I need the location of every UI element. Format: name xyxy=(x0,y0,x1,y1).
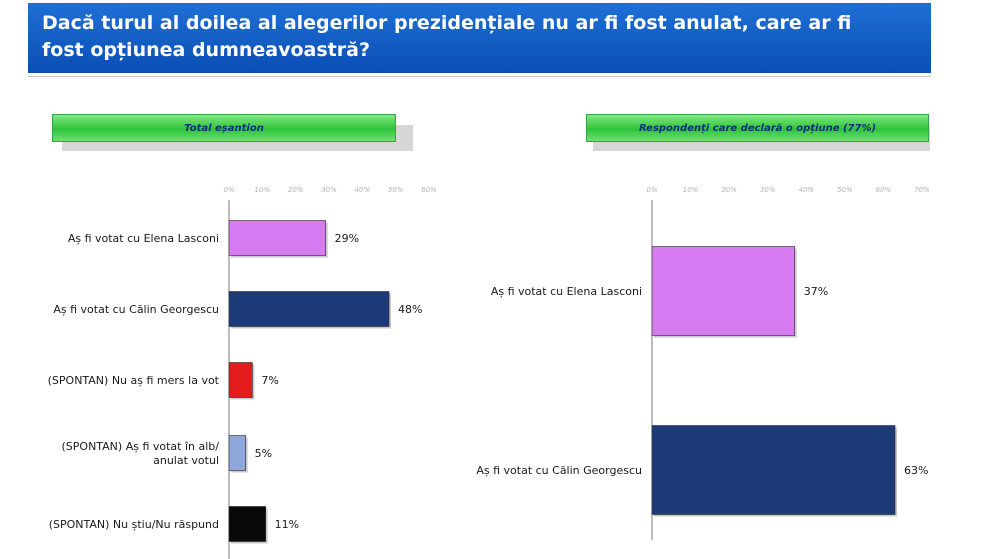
data-label: 37% xyxy=(804,285,828,298)
x-tick-label: 60% xyxy=(421,186,437,194)
x-tick-label: 10% xyxy=(683,186,699,194)
x-tick-label: 30% xyxy=(760,186,776,194)
category-label: anulat votul xyxy=(153,454,219,467)
x-tick-label: 0% xyxy=(646,186,657,194)
x-tick-label: 30% xyxy=(321,186,337,194)
bar xyxy=(228,291,390,327)
page-title-line-2: fost opțiunea dumneavoastră? xyxy=(42,39,370,61)
chart-2: 0% 10% 20% 30% 40% 50% 60% 70% 37% Aș fi votat cu… xyxy=(476,186,930,540)
data-label: 48% xyxy=(398,303,422,316)
header-divider xyxy=(28,76,931,77)
data-label: 63% xyxy=(904,464,928,477)
bar xyxy=(651,425,896,515)
x-tick-label: 0% xyxy=(223,186,234,194)
data-label: 5% xyxy=(255,447,272,460)
data-label: 11% xyxy=(275,518,299,531)
x-tick-label: 40% xyxy=(799,186,815,194)
left-panel-label-text: Total eșantion xyxy=(184,122,264,134)
category-label: Aș fi votat cu Călin Georgescu xyxy=(476,464,642,477)
category-label: Aș fi votat cu Elena Lasconi xyxy=(491,285,642,298)
x-tick-label: 20% xyxy=(721,186,737,194)
x-tick-label: 10% xyxy=(255,186,271,194)
x-tick-label: 70% xyxy=(914,186,930,194)
category-label: (SPONTAN) Nu știu/Nu răspund xyxy=(49,518,219,531)
data-label: 7% xyxy=(261,374,278,387)
category-label: (SPONTAN) Nu aș fi mers la vot xyxy=(48,374,220,387)
left-panel-label: Total eșantion xyxy=(52,114,396,142)
category-label: Aș fi votat cu Călin Georgescu xyxy=(53,303,219,316)
bar xyxy=(228,362,253,398)
x-tick-label: 40% xyxy=(355,186,371,194)
x-tick-label: 60% xyxy=(876,186,892,194)
bar xyxy=(228,506,266,542)
bar xyxy=(228,220,326,256)
title-banner: Dacă turul al doilea al alegerilor prezi… xyxy=(28,3,931,73)
right-panel-label-text: Respondenți care declară o opțiune (77%) xyxy=(638,122,877,134)
page-title-line-1: Dacă turul al doilea al alegerilor prezi… xyxy=(42,12,852,34)
data-label: 29% xyxy=(335,232,359,245)
category-label: (SPONTAN) Aș fi votat în alb/ xyxy=(62,440,220,453)
x-tick-label: 50% xyxy=(388,186,404,194)
x-tick-label: 20% xyxy=(288,186,304,194)
page-title: Dacă turul al doilea al alegerilor prezi… xyxy=(42,10,922,64)
x-tick-label: 50% xyxy=(837,186,853,194)
bar xyxy=(228,435,246,471)
chart-1: 0% 10% 20% 30% 40% 50% 60% 29% Aș fi votat cu El… xyxy=(48,186,437,559)
category-label: Aș fi votat cu Elena Lasconi xyxy=(68,232,219,245)
right-panel-label: Respondenți care declară o opțiune (77%) xyxy=(586,114,929,142)
bar xyxy=(651,246,796,336)
